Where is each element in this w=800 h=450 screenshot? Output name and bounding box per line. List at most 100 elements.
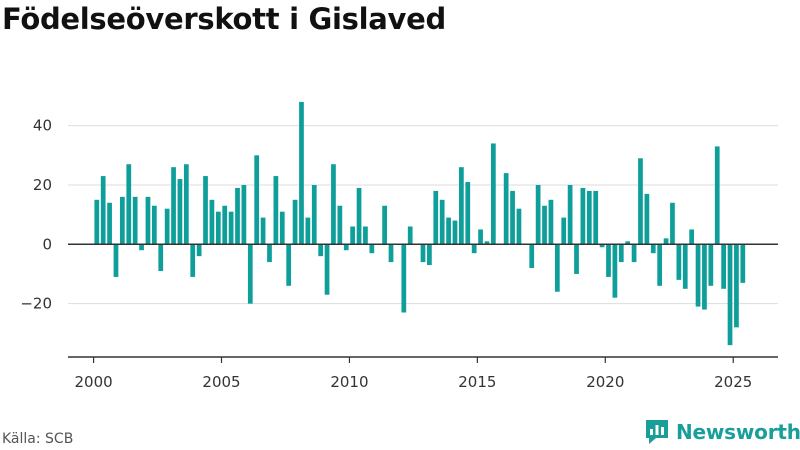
y-tick-label: −20	[20, 295, 52, 313]
bar	[407, 226, 413, 245]
bar	[324, 244, 330, 295]
bar	[273, 176, 279, 245]
bar	[459, 167, 464, 245]
x-tick-label: 2000	[74, 373, 112, 391]
bar	[420, 244, 426, 263]
bar	[267, 244, 272, 263]
bar	[158, 244, 164, 271]
x-tick-label: 2025	[714, 373, 752, 391]
bar	[183, 164, 189, 245]
bar	[580, 187, 586, 245]
bar	[689, 229, 695, 245]
bar	[510, 190, 515, 245]
bar	[593, 190, 599, 245]
bars	[94, 101, 746, 346]
bar	[734, 244, 739, 328]
bar	[625, 241, 631, 245]
newsworthy-logo-icon	[646, 420, 668, 444]
bar	[203, 176, 208, 245]
bar	[478, 229, 483, 245]
bar	[190, 244, 196, 277]
bar	[644, 193, 650, 245]
bar	[446, 217, 451, 245]
bar	[490, 143, 496, 245]
bar	[100, 176, 106, 245]
bar	[145, 196, 151, 245]
bar	[695, 244, 701, 307]
bar	[535, 184, 541, 245]
x-tick-label: 2015	[458, 373, 496, 391]
bar	[299, 101, 304, 245]
bar	[318, 244, 324, 257]
bar	[503, 173, 509, 245]
bar	[529, 244, 535, 269]
bar	[222, 205, 228, 245]
bar	[606, 244, 611, 277]
bar	[727, 244, 733, 346]
bar	[439, 199, 445, 245]
bar	[235, 187, 240, 245]
x-tick-label: 2005	[202, 373, 240, 391]
bar	[350, 226, 356, 245]
bar	[586, 190, 592, 245]
bar	[343, 244, 349, 251]
bar	[126, 164, 132, 245]
bar	[305, 217, 311, 245]
bar	[554, 244, 560, 292]
bar	[401, 244, 407, 313]
bar	[382, 205, 387, 245]
bar	[650, 244, 656, 254]
bar	[670, 202, 675, 245]
bar	[286, 244, 292, 286]
bar	[599, 244, 605, 248]
bar	[452, 220, 458, 245]
bar	[254, 155, 260, 245]
bar	[279, 211, 285, 245]
bar	[708, 244, 714, 286]
bar	[132, 196, 138, 245]
bar	[94, 199, 100, 245]
bar	[241, 184, 247, 245]
bar	[107, 202, 112, 245]
x-tick-label: 2010	[330, 373, 368, 391]
y-axis-ticks: −20 0 20 40	[20, 117, 52, 313]
bar	[663, 238, 669, 245]
bar	[292, 199, 298, 245]
bar	[260, 217, 266, 245]
brand-logo[interactable]: Newsworthy	[644, 418, 800, 446]
bar	[311, 184, 317, 245]
bar	[369, 244, 375, 254]
y-tick-label: 40	[33, 117, 52, 135]
bar	[139, 244, 144, 251]
bar	[574, 244, 579, 274]
bar	[164, 208, 170, 245]
x-tick-label: 2020	[586, 373, 624, 391]
bar	[177, 179, 183, 245]
bar	[433, 190, 439, 245]
bar	[657, 244, 663, 286]
bar	[337, 205, 343, 245]
bar	[363, 226, 368, 245]
bar	[676, 244, 682, 280]
chart-title: Födelseöverskott i Gislaved	[2, 2, 446, 36]
bar	[331, 164, 336, 245]
bar	[612, 244, 618, 298]
bar	[631, 244, 637, 263]
bar	[561, 217, 567, 245]
bar	[113, 244, 119, 277]
bar	[465, 182, 471, 245]
bar	[215, 211, 221, 245]
bar	[702, 244, 707, 310]
bar	[196, 244, 202, 257]
y-tick-label: 20	[33, 176, 52, 194]
bar	[714, 146, 720, 245]
bar	[542, 205, 547, 245]
x-axis-ticks: 2000 2005 2010 2015 2020 2025	[74, 357, 752, 391]
bar	[247, 244, 253, 304]
bar	[618, 244, 624, 263]
bar	[567, 184, 573, 245]
bar	[471, 244, 477, 254]
bar	[209, 199, 215, 245]
y-tick-label: 0	[42, 235, 52, 253]
